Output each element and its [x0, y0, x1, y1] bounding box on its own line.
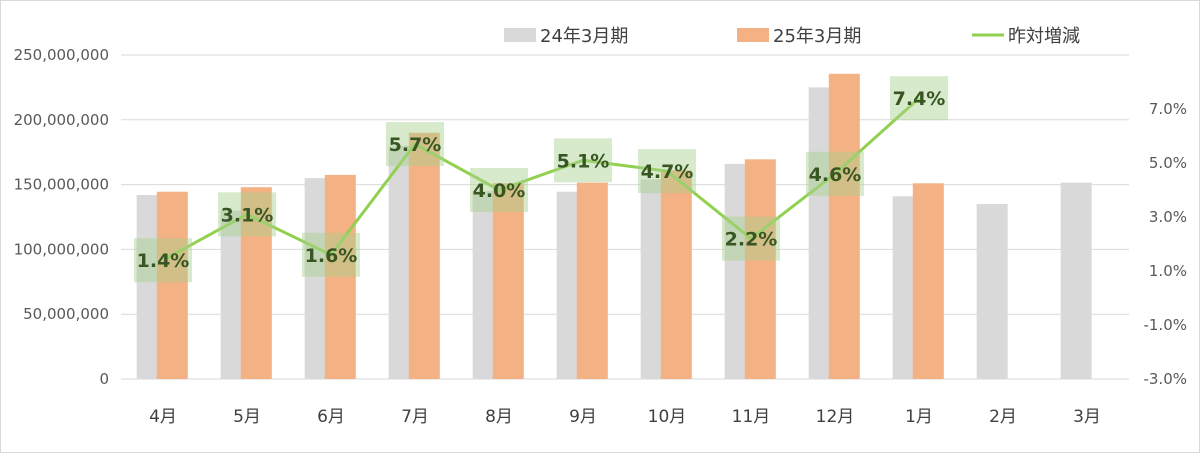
- data-label: 5.1%: [557, 150, 610, 172]
- x-tick-label: 10月: [648, 407, 687, 427]
- x-tick-label: 3月: [1073, 407, 1101, 427]
- data-label: 2.2%: [725, 229, 778, 251]
- data-label-box: [638, 149, 696, 194]
- data-label: 4.7%: [641, 161, 694, 183]
- bar-curr-1: [156, 191, 188, 379]
- data-label: 1.4%: [137, 250, 190, 272]
- data-label: 4.0%: [473, 180, 526, 202]
- x-tick-label: 6月: [317, 407, 345, 427]
- y-tick-label: 100,000,000: [14, 240, 109, 258]
- bar-curr-4: [408, 132, 440, 379]
- line-series-group: 1.4% 3.1% 1.6% 5.7% 4.0% 5.1% 4.7% 2.2% 4.6% 7.4%: [134, 76, 948, 283]
- legend-label: 24年3月期: [540, 26, 628, 47]
- data-label-box: [218, 192, 276, 237]
- gridlines: [121, 54, 1129, 380]
- bar-curr-6: [576, 182, 608, 379]
- data-label: 5.7%: [389, 134, 442, 156]
- x-tick-label: 8月: [485, 407, 513, 427]
- y-tick-label: 200,000,000: [14, 111, 109, 129]
- x-tick-label: 11月: [732, 407, 771, 427]
- legend-label: 25年3月期: [773, 26, 861, 47]
- axes-group: 0 50,000,000 100,000,000 150,000,000 200,000…: [14, 46, 1187, 427]
- x-tick-label: 1月: [905, 407, 933, 427]
- data-label-box: [722, 216, 780, 261]
- x-tick-label: 7月: [401, 407, 429, 427]
- bar-curr-10: [912, 183, 944, 379]
- y2-tick-label: 3.0%: [1149, 208, 1187, 226]
- x-tick-label: 5月: [233, 407, 261, 427]
- y-tick-label: 50,000,000: [23, 305, 109, 323]
- bar-curr-3: [324, 174, 356, 379]
- bar-series-group: [136, 73, 1092, 380]
- legend: 24年3月期 25年3月期 昨対増減: [504, 26, 1080, 47]
- data-label-box: [134, 238, 192, 283]
- bar-prev-12: [1060, 182, 1092, 379]
- data-label-box: [890, 76, 948, 121]
- y2-tick-label: 7.0%: [1149, 100, 1187, 118]
- x-tick-label: 12月: [816, 407, 855, 427]
- y2-tick-label: -1.0%: [1143, 316, 1187, 334]
- x-tick-label: 9月: [569, 407, 597, 427]
- y-tick-label: 250,000,000: [14, 46, 109, 64]
- x-tick-label: 2月: [989, 407, 1017, 427]
- legend-swatch: [737, 28, 769, 42]
- y2-tick-label: 1.0%: [1149, 262, 1187, 280]
- y2-tick-label: 5.0%: [1149, 154, 1187, 172]
- data-label: 1.6%: [305, 245, 358, 267]
- y-tick-label: 150,000,000: [14, 176, 109, 194]
- data-label: 4.6%: [809, 164, 862, 186]
- data-label-box: [386, 122, 444, 167]
- data-label: 7.4%: [893, 88, 946, 110]
- bar-curr-8: [744, 159, 776, 379]
- y-tick-label: 0: [99, 370, 109, 388]
- data-label-box: [554, 138, 612, 183]
- legend-label: 昨対増減: [1008, 26, 1080, 47]
- legend-swatch: [504, 28, 536, 42]
- x-tick-label: 4月: [149, 407, 177, 427]
- bar-curr-7: [660, 170, 692, 379]
- data-label-box: [470, 168, 528, 212]
- bar-curr-5: [492, 183, 524, 379]
- bar-prev-11: [976, 204, 1008, 379]
- bar-curr-9: [828, 73, 860, 380]
- data-label: 3.1%: [221, 204, 274, 226]
- data-label-box: [806, 151, 864, 196]
- yoy-change-line: [162, 97, 921, 262]
- y2-tick-label: -3.0%: [1143, 370, 1187, 388]
- data-label-box: [302, 232, 360, 277]
